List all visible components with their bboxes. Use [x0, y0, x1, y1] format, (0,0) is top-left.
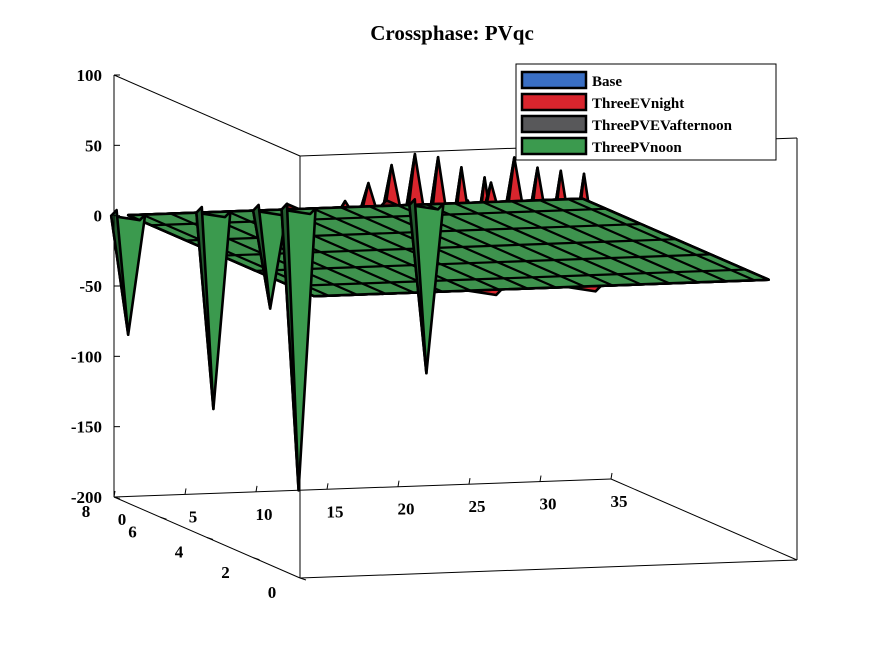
z-tick-label: -50	[79, 277, 102, 296]
legend-swatch	[520, 70, 588, 90]
axis-x-back	[299, 559, 798, 579]
z-tick-label: 50	[85, 136, 102, 155]
x-tick-label: 35	[611, 492, 628, 511]
legend-swatch	[520, 136, 588, 156]
z-tick-label: -150	[71, 418, 102, 437]
y-tick-mark	[206, 537, 214, 540]
x-axis-line	[113, 478, 612, 498]
x-tick-label: 10	[256, 505, 273, 524]
z-tick-label: 100	[77, 66, 103, 85]
y-tick-mark	[299, 577, 307, 581]
legend-label: ThreePVnoon	[592, 140, 682, 156]
series-4-feature-shade-1	[195, 205, 215, 411]
chart-title: Crossphase: PVqc	[370, 21, 534, 45]
y-tick-label: 4	[175, 543, 184, 562]
series-4-feature-shade-2	[251, 203, 272, 310]
top-left-edge	[113, 74, 301, 157]
y-tick-label: 2	[221, 563, 230, 582]
legend-label: ThreeEVnight	[592, 96, 684, 112]
z-tick-label: 0	[94, 207, 103, 226]
series-4-feature-shade-4	[408, 198, 428, 375]
x-tick-mark	[184, 488, 187, 495]
x-tick-mark	[610, 472, 613, 480]
legend-label: ThreePVEVafternoon	[592, 118, 733, 134]
x-tick-label: 30	[540, 495, 557, 514]
x-tick-mark	[397, 480, 400, 487]
legend-label: Base	[592, 74, 622, 90]
legend-swatch	[520, 92, 588, 112]
x-tick-label: 5	[189, 507, 198, 526]
z-tick-label: -100	[71, 347, 102, 366]
x-tick-mark	[468, 478, 471, 485]
legend-swatch	[520, 114, 588, 134]
series-4-gridline	[290, 268, 746, 288]
x-tick-label: 0	[118, 510, 127, 529]
z-tick-label: -200	[71, 488, 102, 507]
x-tick-mark	[255, 485, 258, 492]
y-tick-label: 0	[268, 583, 277, 602]
tick-labels: 100 50 0 -50 -100 -150 -200 0 5 10 15 20 25 30 35 0 2 4 6 8	[71, 66, 628, 602]
x-tick-label: 15	[327, 502, 344, 521]
y-tick-label: 6	[128, 522, 137, 541]
x-tick-mark	[326, 483, 329, 490]
legend: Base ThreeEVnight ThreePVEVafternoon ThreeP…	[515, 63, 777, 161]
x-tick-label: 25	[469, 497, 486, 516]
x-tick-mark	[539, 475, 542, 482]
x-tick-label: 20	[398, 500, 415, 519]
series-4-surface	[109, 197, 770, 492]
y-axis-right-line	[610, 478, 798, 561]
y-tick-mark	[253, 557, 260, 561]
series-4-feature-shade-3	[280, 202, 300, 492]
surface-group	[109, 152, 770, 492]
y-tick-mark	[113, 496, 121, 500]
y-tick-label: 8	[82, 502, 91, 521]
y-tick-mark	[160, 516, 167, 520]
x-tick-mark	[113, 490, 116, 498]
series-4-gridline	[256, 253, 711, 272]
